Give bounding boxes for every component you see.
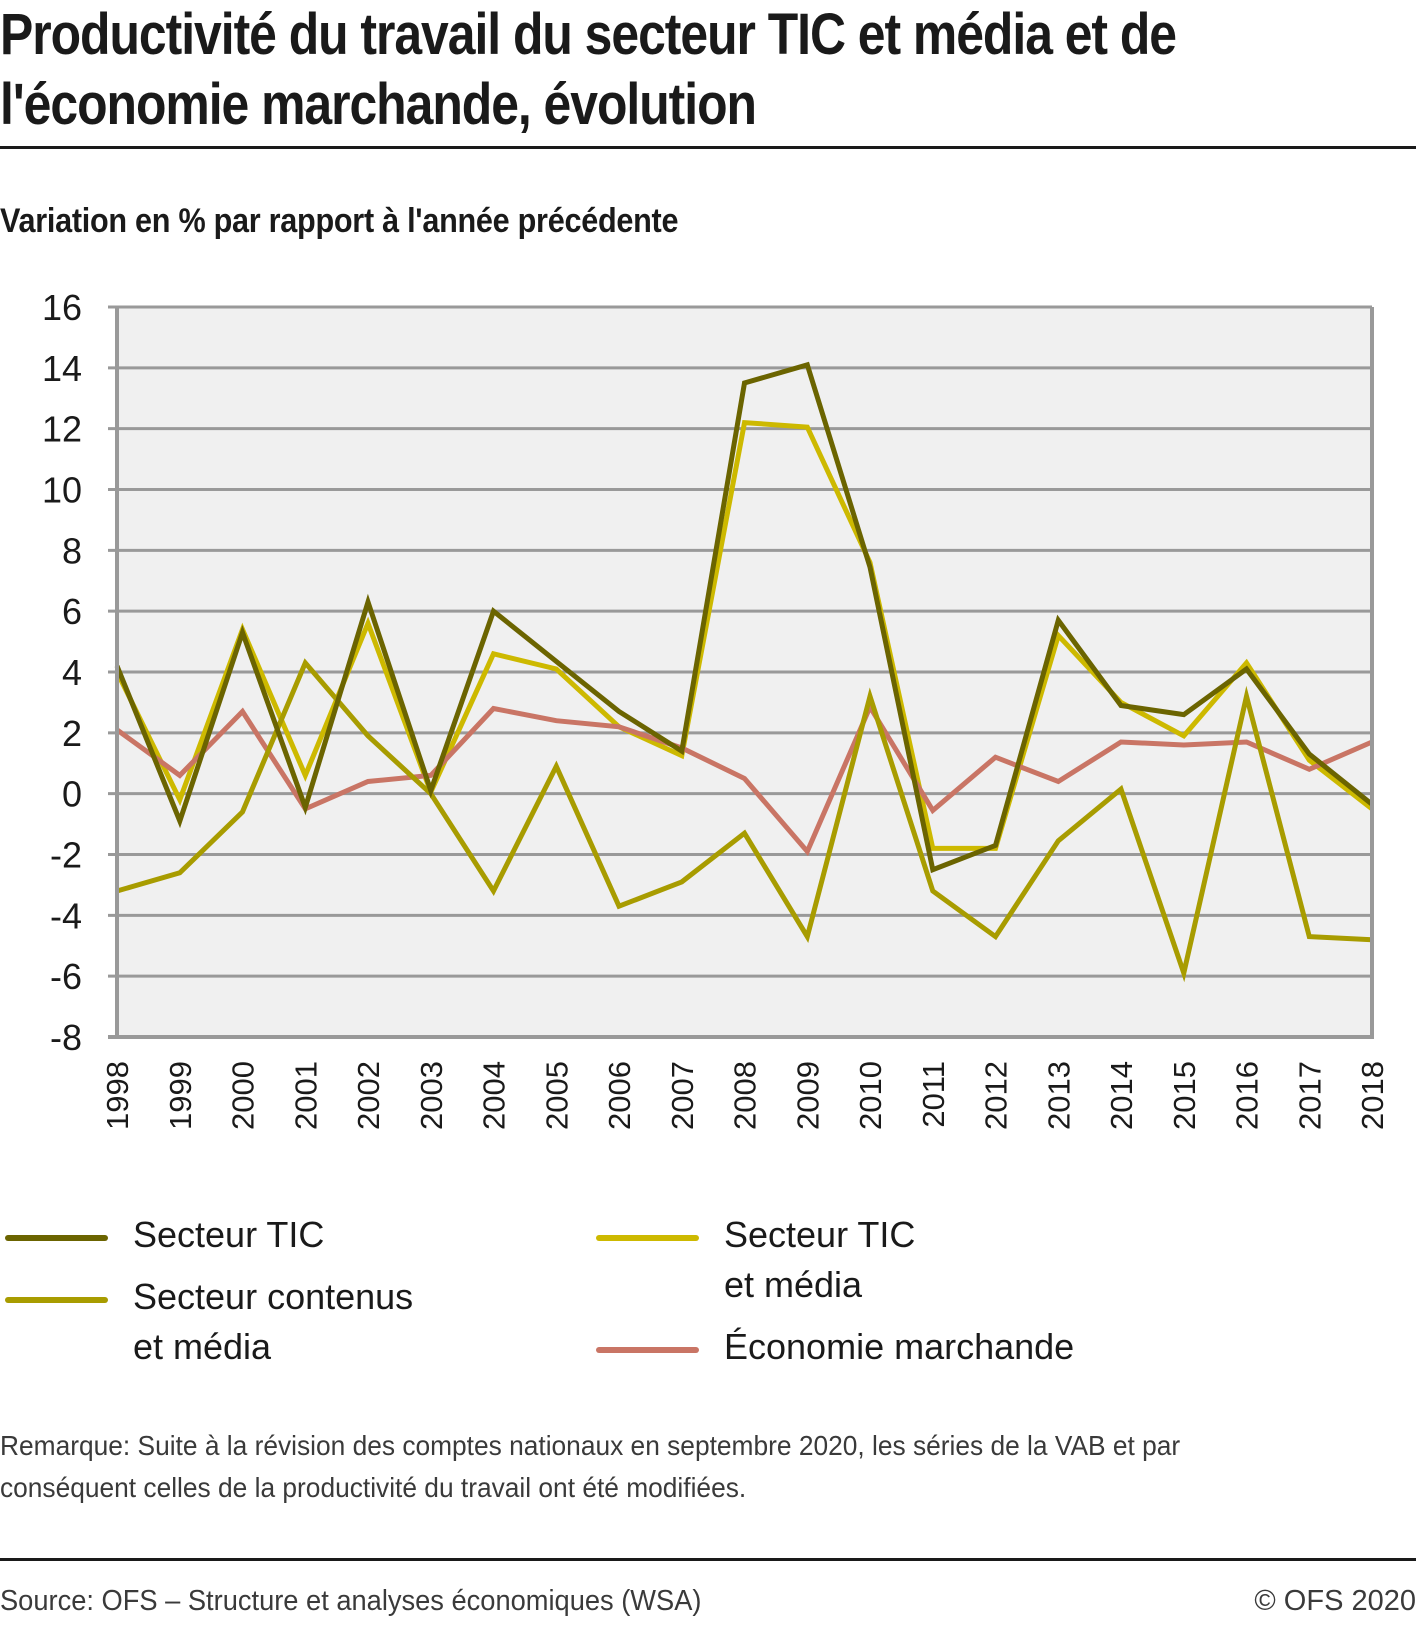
- y-tick-label: 8: [62, 530, 82, 571]
- x-tick-label: 2018: [1355, 1061, 1390, 1130]
- legend-item-secteur-contenus-media: Secteur contenus et média: [5, 1272, 413, 1367]
- copyright-text: © OFS 2020: [1254, 1585, 1416, 1617]
- y-axis-ticks: 16 14 12 10 8 6 4 2 0 -2 -4 -6 -8: [42, 287, 82, 1058]
- y-tick-label: 0: [62, 774, 82, 815]
- x-tick-label: 2005: [539, 1061, 574, 1130]
- x-tick-label: 2008: [728, 1061, 763, 1130]
- y-tick-label: -2: [50, 835, 82, 876]
- header-divider: [0, 146, 1416, 149]
- legend-item-secteur-tic-media: Secteur TIC et média: [596, 1210, 915, 1305]
- source-text: Source: OFS – Structure et analyses écon…: [0, 1585, 702, 1617]
- chart-title-line1: Productivité du travail du secteur TIC e…: [0, 2, 1177, 67]
- x-tick-label: 2004: [477, 1061, 512, 1130]
- y-tick-label: -6: [50, 956, 82, 997]
- y-tick-label: 4: [62, 652, 82, 693]
- x-tick-label: 2010: [853, 1061, 888, 1130]
- chart-subtitle: Variation en % par rapport à l'année pré…: [0, 202, 679, 240]
- legend-swatch-secteur-tic: [5, 1235, 108, 1241]
- x-tick-label: 2012: [979, 1061, 1014, 1130]
- legend-label: Secteur TIC et média: [724, 1214, 916, 1305]
- legend-label: Secteur contenus et média: [133, 1276, 414, 1367]
- x-tick-label: 2015: [1167, 1061, 1202, 1130]
- x-tick-label: 2006: [602, 1061, 637, 1130]
- x-tick-label: 2001: [288, 1061, 323, 1130]
- x-tick-label: 2009: [790, 1061, 825, 1130]
- y-tick-label: 6: [62, 591, 82, 632]
- plot-frame: [108, 307, 1374, 1039]
- y-tick-label: 10: [42, 470, 82, 511]
- x-tick-label: 2003: [414, 1061, 449, 1130]
- y-tick-label: -4: [50, 895, 82, 936]
- x-axis-ticks: 1998 1999 2000 2001 2002 2003 2004 2005 2006 2007…: [100, 1061, 1390, 1130]
- gridlines: [108, 305, 1372, 1039]
- legend-swatch-economie-marchande: [596, 1347, 699, 1353]
- x-tick-label: 1999: [163, 1061, 198, 1130]
- chart-title-line2: l'économie marchande, évolution: [0, 72, 757, 137]
- x-tick-label: 1998: [100, 1061, 135, 1130]
- series-lines: [114, 361, 1374, 983]
- y-tick-label: 16: [42, 287, 82, 328]
- chart-note: Remarque: Suite à la révision des compte…: [0, 1430, 1181, 1503]
- x-tick-label: 2011: [916, 1061, 951, 1128]
- footer-divider: [0, 1558, 1416, 1561]
- x-tick-label: 2013: [1041, 1061, 1076, 1130]
- y-tick-label: 14: [42, 348, 82, 389]
- legend: Secteur TIC Secteur contenus et média Se…: [0, 1210, 1416, 1380]
- x-tick-label: 2014: [1104, 1061, 1139, 1130]
- x-tick-label: 2002: [351, 1061, 386, 1130]
- x-tick-label: 2017: [1292, 1061, 1327, 1130]
- legend-swatch-secteur-tic-media: [596, 1235, 699, 1241]
- legend-swatch-secteur-contenus-media: [5, 1297, 108, 1303]
- y-tick-label: -8: [50, 1017, 82, 1058]
- x-tick-label: 2000: [226, 1061, 261, 1130]
- line-chart: 16 14 12 10 8 6 4 2 0 -2 -4 -6 -8 1998 1999 2000 2001 20…: [42, 287, 1390, 1130]
- x-tick-label: 2016: [1230, 1061, 1265, 1130]
- legend-item-economie-marchande: Économie marchande: [596, 1322, 1074, 1367]
- series-secteur-tic: [114, 361, 1374, 874]
- x-tick-label: 2007: [665, 1061, 700, 1130]
- y-tick-label: 2: [62, 713, 82, 754]
- y-tick-label: 12: [42, 409, 82, 450]
- legend-label: Économie marchande: [724, 1326, 1075, 1367]
- chart-title: Productivité du travail du secteur TIC e…: [0, 0, 1218, 140]
- legend-item-secteur-tic: Secteur TIC: [5, 1210, 324, 1255]
- legend-label: Secteur TIC: [133, 1214, 325, 1255]
